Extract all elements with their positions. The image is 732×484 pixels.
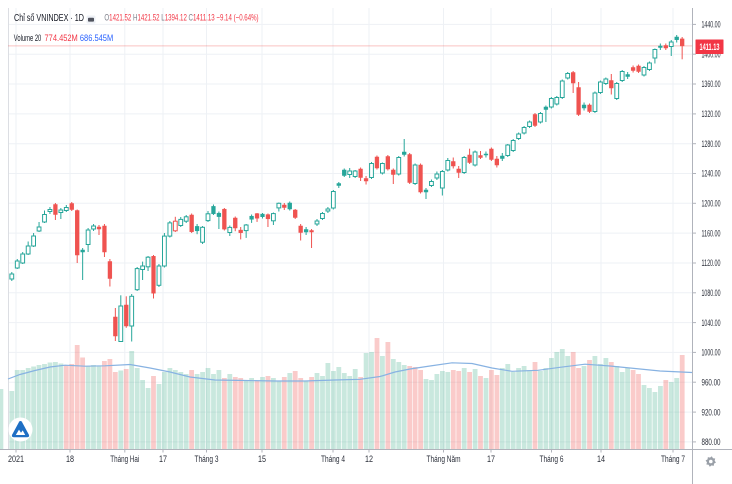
svg-text:1040.00: 1040.00 <box>702 318 721 328</box>
svg-text:Tháng 4: Tháng 4 <box>321 454 345 464</box>
svg-text:1360.00: 1360.00 <box>702 79 721 89</box>
svg-text:1160.00: 1160.00 <box>702 228 721 238</box>
svg-text:Tháng 7: Tháng 7 <box>661 454 685 464</box>
svg-text:Tháng Năm: Tháng Năm <box>427 454 461 464</box>
svg-text:774.452M: 774.452M <box>45 33 78 43</box>
svg-text:1280.00: 1280.00 <box>702 139 721 149</box>
svg-text:Tháng Hai: Tháng Hai <box>110 454 139 464</box>
svg-text:1320.00: 1320.00 <box>702 109 721 119</box>
svg-text:920.00: 920.00 <box>702 407 721 417</box>
svg-text:Volume 20: Volume 20 <box>14 33 42 43</box>
svg-text:1000.00: 1000.00 <box>702 348 721 358</box>
svg-text:880.00: 880.00 <box>702 437 721 447</box>
svg-text:12: 12 <box>365 454 373 464</box>
svg-text:686.545M: 686.545M <box>80 33 113 43</box>
svg-text:960.00: 960.00 <box>702 377 721 387</box>
svg-text:Chỉ số VNINDEX · 1D: Chỉ số VNINDEX · 1D <box>14 12 84 24</box>
svg-text:1120.00: 1120.00 <box>702 258 721 268</box>
svg-text:1400.00: 1400.00 <box>702 49 721 59</box>
svg-text:Tháng 6: Tháng 6 <box>540 454 564 464</box>
svg-text:1080.00: 1080.00 <box>702 288 721 298</box>
svg-text:1240.00: 1240.00 <box>702 169 721 179</box>
svg-text:18: 18 <box>66 454 74 464</box>
svg-text:2021: 2021 <box>8 454 24 464</box>
svg-text:1440.00: 1440.00 <box>702 20 721 30</box>
svg-text:Tháng 3: Tháng 3 <box>195 454 219 464</box>
svg-text:1200.00: 1200.00 <box>702 199 721 209</box>
svg-text:17: 17 <box>487 454 495 464</box>
svg-text:1411.13: 1411.13 <box>700 42 720 52</box>
svg-text:17: 17 <box>159 454 167 464</box>
svg-text:O1421.52 H1421.52 L1394.12 C14: O1421.52 H1421.52 L1394.12 C1411.13 −9.1… <box>104 13 258 23</box>
svg-text:15: 15 <box>258 454 266 464</box>
svg-text:14: 14 <box>597 454 605 464</box>
